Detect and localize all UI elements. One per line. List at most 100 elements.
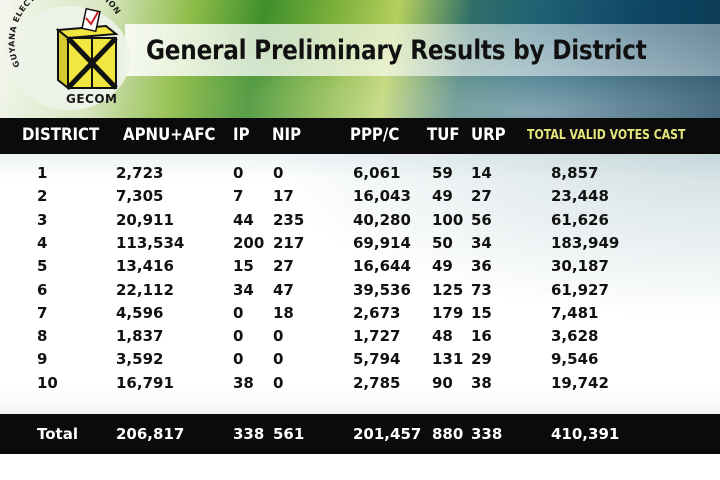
cell-pppc: 16,644 (353, 257, 411, 276)
table-row: 1 2,723 0 0 6,061 59 14 8,857 (0, 162, 720, 185)
cell-urp: 15 (471, 303, 492, 322)
total-ip: 338 (233, 425, 265, 443)
cell-nip: 27 (273, 257, 294, 276)
footer-space (0, 454, 720, 480)
cell-ip: 200 (233, 233, 265, 252)
cell-pppc: 2,673 (353, 303, 401, 322)
cell-apnu-afc: 20,911 (116, 210, 174, 229)
cell-apnu-afc: 3,592 (116, 350, 164, 369)
cell-nip: 0 (273, 373, 284, 392)
cell-urp: 14 (471, 164, 492, 182)
cell-district: 7 (37, 303, 48, 322)
table-row: 6 22,112 34 47 39,536 125 73 61,927 (0, 279, 720, 302)
cell-tuf: 50 (432, 233, 453, 252)
header-ip: IP (233, 125, 250, 145)
gecom-logo: GUYANA ELECTIONS COMMISSION GECOM (6, 0, 136, 112)
header-total-valid-votes: TOTAL VALID VOTES CAST (527, 128, 686, 143)
cell-ip: 0 (233, 164, 244, 182)
cell-apnu-afc: 16,791 (116, 373, 174, 392)
cell-district: 9 (37, 350, 48, 369)
ballot-box-icon: GUYANA ELECTIONS COMMISSION (7, 0, 130, 110)
cell-apnu-afc: 2,723 (116, 164, 164, 182)
cell-urp: 27 (471, 187, 492, 206)
cell-ip: 7 (233, 187, 244, 206)
cell-apnu-afc: 1,837 (116, 327, 164, 346)
header-urp: URP (471, 125, 506, 145)
cell-pppc: 69,914 (353, 233, 411, 252)
cell-urp: 16 (471, 327, 492, 346)
column-header-bar (0, 118, 720, 154)
cell-nip: 217 (273, 233, 305, 252)
table-row: 7 4,596 0 18 2,673 179 15 7,481 (0, 302, 720, 325)
cell-nip: 235 (273, 210, 305, 229)
cell-tuf: 125 (432, 280, 464, 299)
table-row: 8 1,837 0 0 1,727 48 16 3,628 (0, 325, 720, 348)
logo-acronym: GECOM (66, 92, 118, 106)
cell-nip: 18 (273, 303, 294, 322)
total-nip: 561 (273, 425, 305, 443)
cell-urp: 73 (471, 280, 492, 299)
cell-nip: 0 (273, 327, 284, 346)
cell-tuf: 48 (432, 327, 453, 346)
cell-urp: 29 (471, 350, 492, 369)
results-table-background (0, 154, 720, 414)
header-apnu-afc: APNU+AFC (123, 125, 216, 145)
cell-tuf: 100 (432, 210, 464, 229)
title-strip (125, 24, 720, 76)
table-row: 9 3,592 0 0 5,794 131 29 9,546 (0, 348, 720, 371)
total-label: Total (37, 425, 78, 443)
cell-urp: 56 (471, 210, 492, 229)
header-nip: NIP (272, 125, 302, 145)
cell-pppc: 40,280 (353, 210, 411, 229)
table-row: 10 16,791 38 0 2,785 90 38 19,742 (0, 372, 720, 395)
cell-pppc: 16,043 (353, 187, 411, 206)
results-table-shade (0, 154, 720, 414)
cell-pppc: 2,785 (353, 373, 401, 392)
cell-ip: 44 (233, 210, 254, 229)
cell-apnu-afc: 7,305 (116, 187, 164, 206)
cell-total-valid-votes: 23,448 (551, 187, 609, 206)
cell-total-valid-votes: 30,187 (551, 257, 609, 276)
cell-pppc: 6,061 (353, 164, 401, 182)
cell-nip: 17 (273, 187, 294, 206)
table-row: 4 113,534 200 217 69,914 50 34 183,949 (0, 232, 720, 255)
total-tuf: 880 (432, 425, 464, 443)
cell-district: 2 (37, 187, 48, 206)
header-district: DISTRICT (22, 125, 100, 145)
cell-total-valid-votes: 9,546 (551, 350, 599, 369)
cell-district: 5 (37, 257, 48, 276)
header-pppc: PPP/C (350, 125, 400, 145)
cell-urp: 34 (471, 233, 492, 252)
cell-district: 4 (37, 233, 48, 252)
cell-district: 8 (37, 327, 48, 346)
table-row: 3 20,911 44 235 40,280 100 56 61,626 (0, 209, 720, 232)
total-valid-votes: 410,391 (551, 425, 620, 443)
cell-district: 1 (37, 164, 48, 182)
cell-nip: 47 (273, 280, 294, 299)
cell-ip: 34 (233, 280, 254, 299)
cell-nip: 0 (273, 350, 284, 369)
cell-urp: 36 (471, 257, 492, 276)
cell-total-valid-votes: 8,857 (551, 164, 599, 182)
cell-total-valid-votes: 183,949 (551, 233, 620, 252)
table-row: 5 13,416 15 27 16,644 49 36 30,187 (0, 255, 720, 278)
cell-ip: 0 (233, 303, 244, 322)
cell-apnu-afc: 13,416 (116, 257, 174, 276)
total-apnu-afc: 206,817 (116, 425, 185, 443)
cell-tuf: 49 (432, 257, 453, 276)
cell-total-valid-votes: 61,626 (551, 210, 609, 229)
cell-total-valid-votes: 3,628 (551, 327, 599, 346)
total-urp: 338 (471, 425, 503, 443)
cell-district: 10 (37, 373, 58, 392)
cell-district: 6 (37, 280, 48, 299)
cell-total-valid-votes: 7,481 (551, 303, 599, 322)
cell-apnu-afc: 4,596 (116, 303, 164, 322)
header-tuf: TUF (427, 125, 460, 145)
cell-ip: 15 (233, 257, 254, 276)
cell-urp: 38 (471, 373, 492, 392)
cell-tuf: 49 (432, 187, 453, 206)
cell-total-valid-votes: 61,927 (551, 280, 609, 299)
cell-district: 3 (37, 210, 48, 229)
cell-ip: 0 (233, 350, 244, 369)
total-row: Total 206,817 338 561 201,457 880 338 41… (0, 414, 720, 454)
